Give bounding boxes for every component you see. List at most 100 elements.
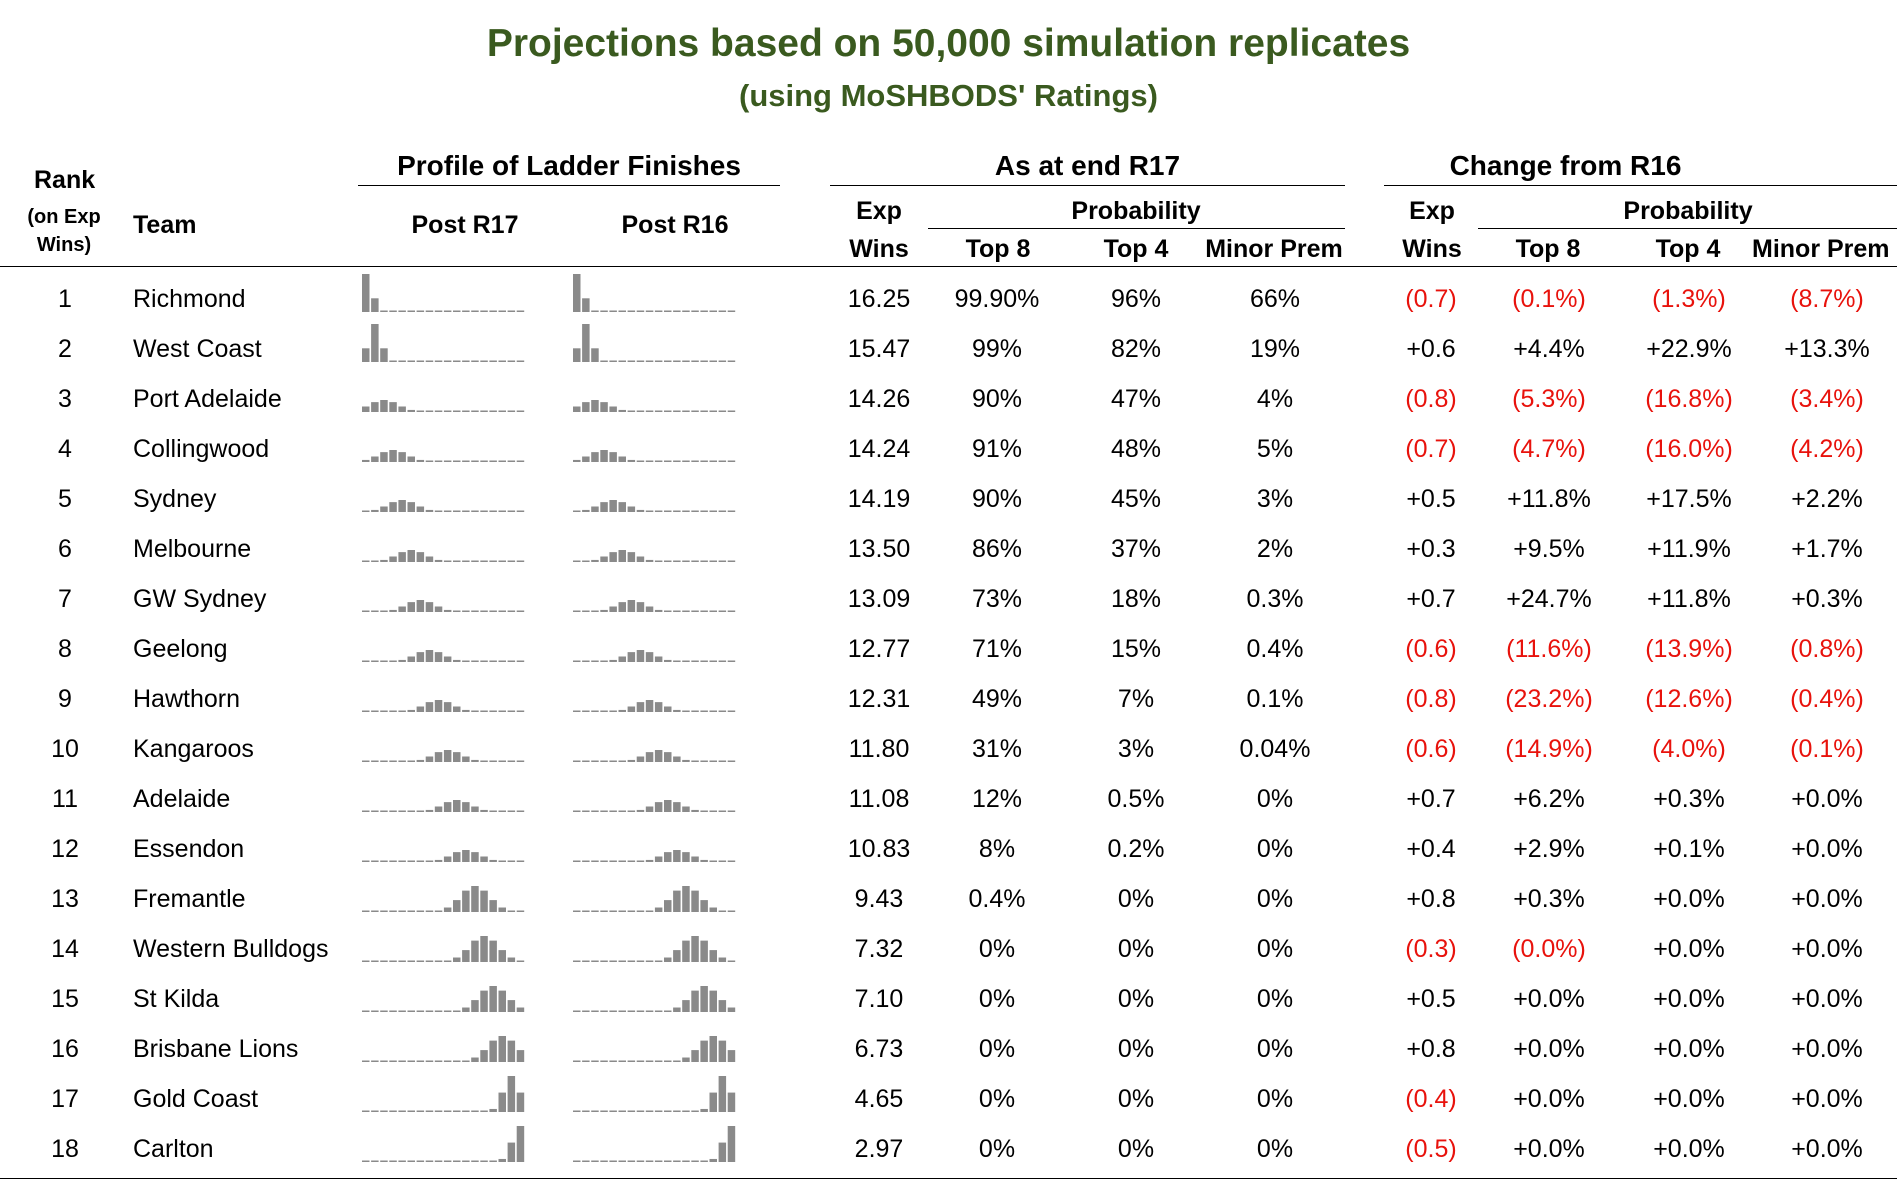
- spark-bar: [573, 274, 581, 312]
- spark-bar: [453, 1010, 461, 1012]
- spark-bar: [618, 810, 626, 812]
- spark-bar: [573, 760, 581, 762]
- cell-dtop4: +22.9%: [1646, 335, 1732, 363]
- cell-dtop8: +0.0%: [1513, 1035, 1585, 1063]
- spark-bar: [718, 560, 727, 562]
- spark-bar: [645, 606, 654, 612]
- spark-bar: [718, 1076, 727, 1112]
- spark-bar: [516, 1007, 525, 1012]
- spark-bar: [718, 460, 727, 462]
- spark-bar: [516, 410, 525, 412]
- cell-dtop4: +0.0%: [1653, 885, 1725, 913]
- spark-bar: [371, 610, 379, 612]
- spark-bar: [489, 940, 497, 962]
- spark-bar: [627, 410, 636, 412]
- spark-bar: [516, 810, 525, 812]
- spark-bar: [489, 760, 497, 762]
- spark-bar: [471, 886, 479, 912]
- cell-top4: 0.5%: [1107, 785, 1165, 813]
- spark-bar: [480, 1160, 488, 1162]
- spark-bar: [700, 410, 708, 412]
- spark-bar: [507, 460, 516, 462]
- spark-bar: [489, 460, 497, 462]
- spark-bar: [498, 510, 506, 512]
- spark-bar: [636, 809, 645, 812]
- spark-bar: [573, 510, 581, 512]
- spark-bar: [489, 360, 497, 362]
- profile-post-r17-sparkline: [362, 500, 525, 512]
- spark-bar: [573, 810, 581, 812]
- spark-bar: [645, 960, 654, 962]
- spark-bar: [380, 400, 388, 412]
- spark-bar: [654, 310, 663, 312]
- cell-dmp: +0.0%: [1791, 1085, 1863, 1113]
- spark-bar: [600, 710, 608, 712]
- spark-bar: [718, 410, 727, 412]
- spark-bar: [573, 406, 581, 412]
- spark-bar: [462, 310, 470, 312]
- rule-table-bottom: [0, 1178, 1897, 1179]
- spark-bar: [573, 610, 581, 612]
- spark-bar: [480, 936, 488, 962]
- cell-dexp: (0.6): [1405, 735, 1457, 763]
- cell-dtop8: +11.8%: [1507, 485, 1591, 513]
- spark-bar: [664, 610, 672, 612]
- spark-bar: [691, 1110, 699, 1112]
- spark-bar: [380, 660, 388, 662]
- spark-bar: [389, 910, 397, 912]
- spark-bar: [591, 1160, 599, 1162]
- spark-bar: [700, 710, 708, 712]
- cell-team: Gold Coast: [133, 1085, 259, 1113]
- spark-bar: [627, 860, 636, 862]
- cell-dexp: +0.4: [1406, 835, 1456, 863]
- spark-bar: [627, 310, 636, 312]
- cell-top4: 0%: [1117, 1135, 1155, 1163]
- cell-dmp: (4.2%): [1790, 435, 1864, 463]
- spark-bar: [416, 410, 425, 412]
- spark-bar: [673, 709, 681, 712]
- header-post-r17: Post R17: [411, 211, 519, 239]
- spark-bar: [371, 760, 379, 762]
- spark-bar: [434, 910, 443, 912]
- spark-bar: [673, 510, 681, 512]
- spark-bar: [489, 610, 497, 612]
- spark-bar: [609, 1060, 617, 1062]
- spark-bar: [362, 710, 370, 712]
- spark-bar: [600, 810, 608, 812]
- spark-bar: [600, 910, 608, 912]
- spark-bar: [618, 1060, 626, 1062]
- header-change-exp: Exp: [1409, 197, 1455, 225]
- cell-dexp: +0.8: [1406, 1035, 1456, 1063]
- spark-bar: [425, 410, 434, 412]
- spark-bar: [453, 610, 461, 612]
- spark-bar: [691, 809, 699, 812]
- spark-bar: [462, 950, 470, 962]
- spark-bar: [664, 800, 672, 812]
- spark-bar: [434, 606, 443, 612]
- spark-bar: [453, 706, 461, 712]
- cell-top8: 0%: [978, 935, 1016, 963]
- spark-bar: [718, 1000, 727, 1012]
- spark-bar: [407, 409, 415, 412]
- spark-bar: [609, 1110, 617, 1112]
- cell-team: Adelaide: [133, 785, 231, 813]
- spark-bar: [682, 940, 690, 962]
- spark-bar: [471, 460, 479, 462]
- spark-bar: [498, 1158, 506, 1162]
- spark-bar: [691, 510, 699, 512]
- cell-rank: 14: [51, 935, 79, 963]
- spark-bar: [407, 1060, 415, 1062]
- spark-bar: [425, 310, 434, 312]
- cell-dexp: +0.8: [1406, 885, 1456, 913]
- cell-dtop8: +2.9%: [1513, 835, 1585, 863]
- spark-bar: [609, 860, 617, 862]
- spark-bar: [371, 810, 379, 812]
- profile-post-r17-sparkline: [362, 550, 525, 562]
- profile-post-r16-sparkline: [573, 450, 736, 462]
- spark-bar: [591, 400, 599, 412]
- spark-bar: [673, 360, 681, 362]
- spark-bar: [416, 459, 425, 462]
- spark-bar: [362, 660, 370, 662]
- spark-bar: [362, 1010, 370, 1012]
- cell-exp: 9.43: [854, 885, 904, 913]
